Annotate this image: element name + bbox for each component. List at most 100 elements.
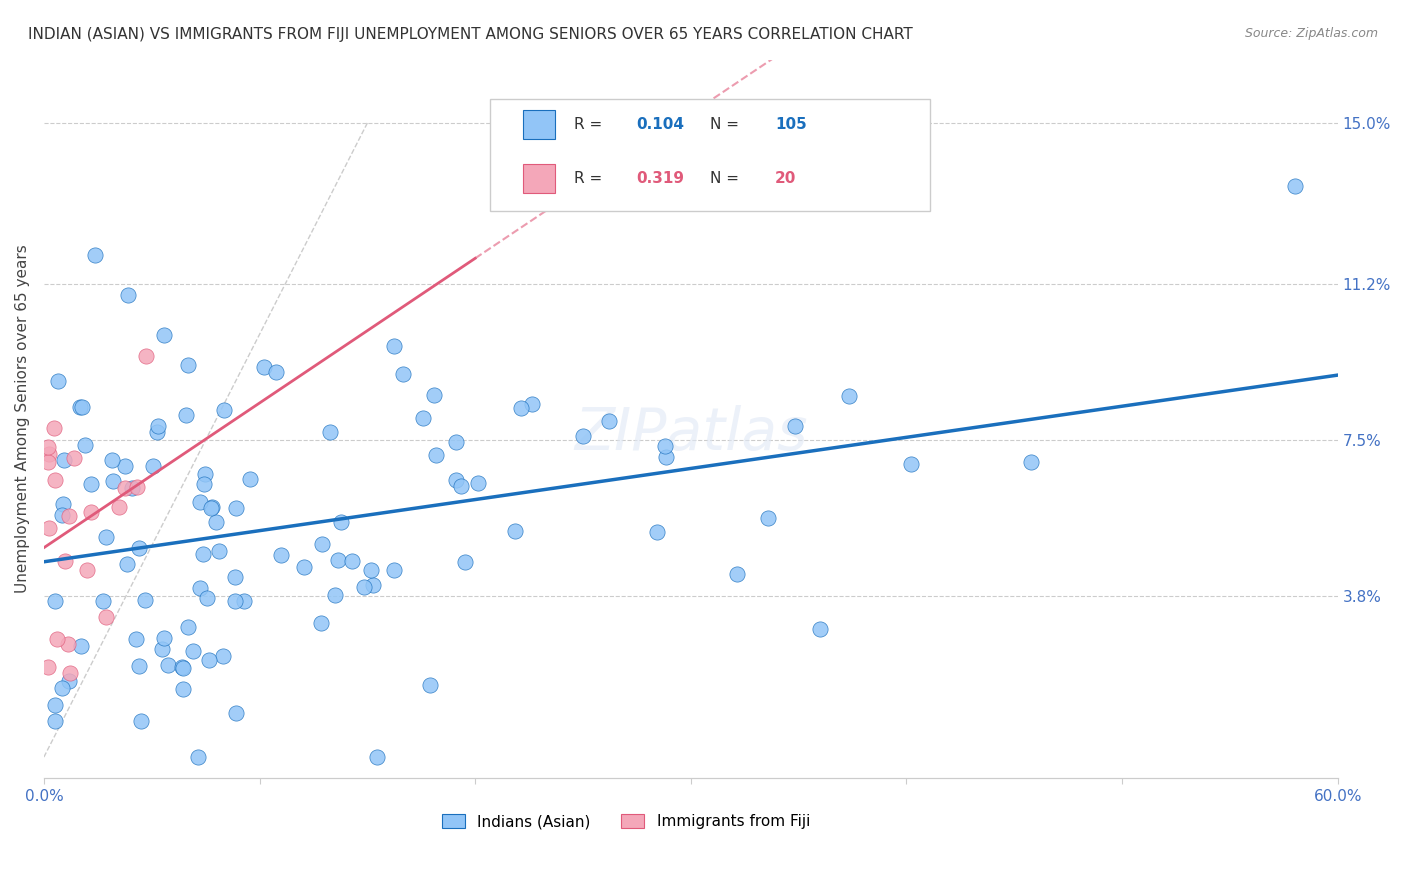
Indians (Asian) xyxy=(114,458,136,473)
Indians (Asian) xyxy=(191,547,214,561)
Immigrants from Fiji xyxy=(37,660,59,674)
Immigrants from Fiji xyxy=(63,451,86,466)
Indians (Asian) xyxy=(46,374,69,388)
Immigrants from Fiji xyxy=(76,563,98,577)
Indians (Asian) xyxy=(225,500,247,515)
Indians (Asian) xyxy=(1021,455,1043,469)
Immigrants from Fiji xyxy=(37,440,59,454)
Indians (Asian) xyxy=(198,653,221,667)
Indians (Asian) xyxy=(177,358,200,372)
Indians (Asian) xyxy=(187,750,209,764)
Immigrants from Fiji xyxy=(80,505,103,519)
Indians (Asian) xyxy=(224,570,246,584)
Text: ZIPatlas: ZIPatlas xyxy=(574,405,807,462)
Indians (Asian) xyxy=(509,401,531,415)
Indians (Asian) xyxy=(838,389,860,403)
Indians (Asian) xyxy=(239,472,262,486)
Indians (Asian) xyxy=(103,475,125,489)
Indians (Asian) xyxy=(454,555,477,569)
Indians (Asian) xyxy=(195,591,218,605)
Indians (Asian) xyxy=(91,594,114,608)
Indians (Asian) xyxy=(360,563,382,577)
Indians (Asian) xyxy=(467,476,489,491)
Indians (Asian) xyxy=(392,367,415,381)
Indians (Asian) xyxy=(51,508,73,523)
Indians (Asian) xyxy=(194,467,217,482)
Text: 20: 20 xyxy=(775,170,796,186)
Indians (Asian) xyxy=(444,435,467,450)
Indians (Asian) xyxy=(503,524,526,539)
Indians (Asian) xyxy=(177,620,200,634)
Legend: Indians (Asian), Immigrants from Fiji: Indians (Asian), Immigrants from Fiji xyxy=(436,808,815,835)
Immigrants from Fiji xyxy=(58,509,80,524)
Indians (Asian) xyxy=(58,673,80,688)
Indians (Asian) xyxy=(808,622,831,636)
Immigrants from Fiji xyxy=(45,632,67,646)
Text: Source: ZipAtlas.com: Source: ZipAtlas.com xyxy=(1244,27,1378,40)
Indians (Asian) xyxy=(419,678,441,692)
Text: 105: 105 xyxy=(775,117,807,132)
Text: N =: N = xyxy=(710,170,744,186)
Indians (Asian) xyxy=(70,400,93,414)
Indians (Asian) xyxy=(117,287,139,301)
Indians (Asian) xyxy=(224,594,246,608)
Indians (Asian) xyxy=(145,425,167,439)
Indians (Asian) xyxy=(69,400,91,414)
Indians (Asian) xyxy=(645,524,668,539)
Indians (Asian) xyxy=(44,594,66,608)
Indians (Asian) xyxy=(520,397,543,411)
Immigrants from Fiji xyxy=(44,473,66,487)
Indians (Asian) xyxy=(323,589,346,603)
Immigrants from Fiji xyxy=(94,610,117,624)
Indians (Asian) xyxy=(900,457,922,471)
Indians (Asian) xyxy=(84,248,107,262)
Indians (Asian) xyxy=(94,530,117,544)
Text: 0.319: 0.319 xyxy=(637,170,685,186)
Indians (Asian) xyxy=(201,500,224,515)
Y-axis label: Unemployment Among Seniors over 65 years: Unemployment Among Seniors over 65 years xyxy=(15,244,30,593)
Indians (Asian) xyxy=(170,660,193,674)
Indians (Asian) xyxy=(326,552,349,566)
Indians (Asian) xyxy=(200,500,222,515)
Indians (Asian) xyxy=(598,414,620,428)
Indians (Asian) xyxy=(174,408,197,422)
Indians (Asian) xyxy=(152,631,174,645)
Immigrants from Fiji xyxy=(114,481,136,495)
Indians (Asian) xyxy=(654,438,676,452)
Indians (Asian) xyxy=(655,450,678,464)
Indians (Asian) xyxy=(725,566,748,581)
FancyBboxPatch shape xyxy=(523,164,555,193)
Indians (Asian) xyxy=(382,339,405,353)
Indians (Asian) xyxy=(382,563,405,577)
Indians (Asian) xyxy=(131,714,153,728)
Immigrants from Fiji xyxy=(42,421,65,435)
Indians (Asian) xyxy=(450,479,472,493)
Indians (Asian) xyxy=(181,644,204,658)
Immigrants from Fiji xyxy=(56,637,79,651)
Indians (Asian) xyxy=(361,578,384,592)
Indians (Asian) xyxy=(425,448,447,462)
Indians (Asian) xyxy=(188,581,211,595)
Indians (Asian) xyxy=(100,453,122,467)
Indians (Asian) xyxy=(225,706,247,720)
Text: N =: N = xyxy=(710,117,744,132)
Indians (Asian) xyxy=(444,474,467,488)
Indians (Asian) xyxy=(134,592,156,607)
Indians (Asian) xyxy=(156,657,179,672)
Indians (Asian) xyxy=(188,495,211,509)
Indians (Asian) xyxy=(205,515,228,529)
Immigrants from Fiji xyxy=(38,521,60,535)
Indians (Asian) xyxy=(70,640,93,654)
Indians (Asian) xyxy=(75,438,97,452)
Indians (Asian) xyxy=(172,682,194,697)
Indians (Asian) xyxy=(1284,179,1306,194)
Indians (Asian) xyxy=(51,681,73,695)
Indians (Asian) xyxy=(44,698,66,712)
Indians (Asian) xyxy=(193,477,215,491)
Indians (Asian) xyxy=(309,615,332,630)
Indians (Asian) xyxy=(121,481,143,495)
Indians (Asian) xyxy=(311,536,333,550)
Indians (Asian) xyxy=(207,544,229,558)
Indians (Asian) xyxy=(128,659,150,673)
Text: 0.104: 0.104 xyxy=(637,117,685,132)
